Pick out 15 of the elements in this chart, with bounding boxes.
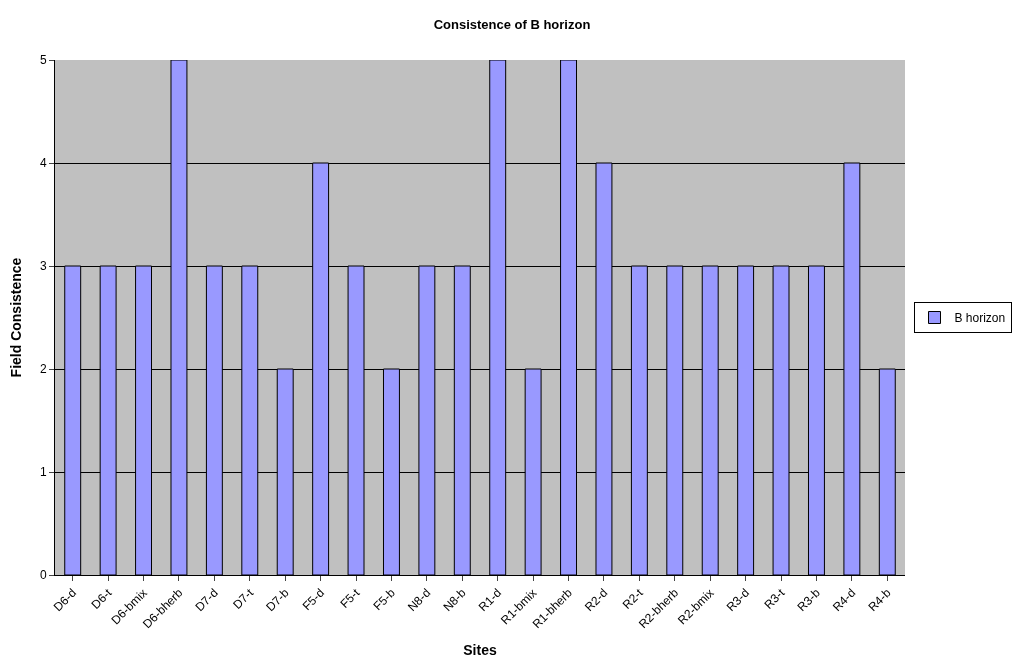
x-axis-title: Sites: [463, 642, 497, 659]
y-tick-label: 1: [39, 465, 47, 480]
y-tick-label: 4: [39, 156, 47, 171]
y-tick-label: 5: [39, 53, 47, 68]
y-tick-label: 0: [39, 568, 47, 583]
x-tick-label: F5-t: [337, 585, 363, 611]
y-tick-label: 3: [39, 259, 47, 274]
chart-title: Consistence of B horizon: [433, 17, 591, 33]
y-tick-label: 2: [39, 362, 47, 377]
x-tick-label: D6-t: [88, 585, 115, 612]
y-axis-title: Field Consistence: [7, 257, 24, 378]
x-tick-label: F5-b: [370, 585, 399, 614]
legend-label: B horizon: [954, 311, 1006, 326]
x-tick-label: D7-t: [230, 585, 257, 612]
x-tick-label: R3-t: [761, 585, 788, 612]
